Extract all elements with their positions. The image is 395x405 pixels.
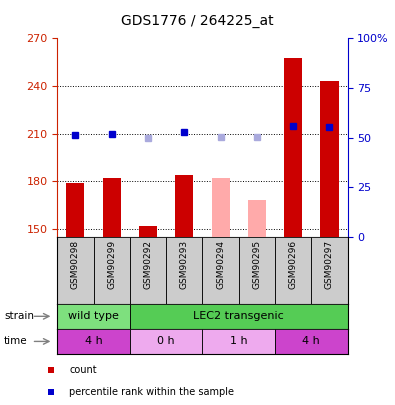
Text: GSM90296: GSM90296 bbox=[289, 240, 298, 290]
Bar bbox=[284, 58, 302, 237]
Bar bbox=[275, 329, 348, 354]
Text: 4 h: 4 h bbox=[303, 337, 320, 346]
Bar bbox=[248, 200, 266, 237]
Text: 0 h: 0 h bbox=[157, 337, 175, 346]
Bar bbox=[202, 329, 275, 354]
Text: GSM90292: GSM90292 bbox=[143, 240, 152, 289]
Bar bbox=[57, 329, 130, 354]
Bar bbox=[175, 175, 194, 237]
Bar bbox=[130, 329, 202, 354]
Bar bbox=[57, 237, 94, 304]
Text: strain: strain bbox=[4, 311, 34, 321]
Text: count: count bbox=[69, 365, 97, 375]
Bar bbox=[66, 183, 85, 237]
Text: GSM90297: GSM90297 bbox=[325, 240, 334, 290]
Text: GSM90295: GSM90295 bbox=[252, 240, 261, 290]
Bar bbox=[320, 81, 339, 237]
Text: time: time bbox=[4, 337, 28, 346]
Text: 1 h: 1 h bbox=[230, 337, 248, 346]
Text: GSM90294: GSM90294 bbox=[216, 240, 225, 289]
Bar bbox=[166, 237, 203, 304]
Text: GSM90298: GSM90298 bbox=[71, 240, 80, 290]
Bar bbox=[139, 226, 157, 237]
Text: GSM90299: GSM90299 bbox=[107, 240, 116, 290]
Bar bbox=[202, 237, 239, 304]
Bar bbox=[94, 237, 130, 304]
Bar bbox=[130, 304, 348, 329]
Bar bbox=[211, 178, 229, 237]
Text: wild type: wild type bbox=[68, 311, 119, 321]
Text: LEC2 transgenic: LEC2 transgenic bbox=[194, 311, 284, 321]
Bar bbox=[275, 237, 311, 304]
Bar bbox=[130, 237, 166, 304]
Text: percentile rank within the sample: percentile rank within the sample bbox=[69, 388, 234, 397]
Bar bbox=[311, 237, 348, 304]
Text: GDS1776 / 264225_at: GDS1776 / 264225_at bbox=[121, 14, 274, 28]
Bar bbox=[103, 178, 121, 237]
Bar bbox=[239, 237, 275, 304]
Text: GSM90293: GSM90293 bbox=[180, 240, 189, 290]
Text: 4 h: 4 h bbox=[85, 337, 102, 346]
Bar bbox=[57, 304, 130, 329]
